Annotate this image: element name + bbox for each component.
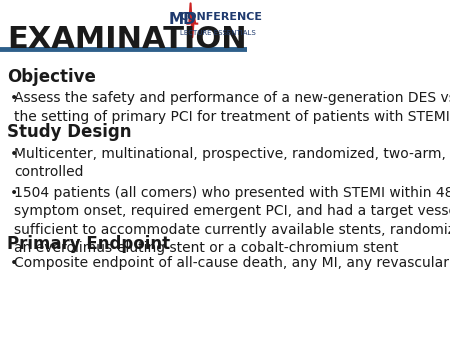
Text: CONFERENCE: CONFERENCE [180,12,263,22]
Text: Composite endpoint of all-cause death, any MI, any revascularization: Composite endpoint of all-cause death, a… [14,256,450,270]
Text: •: • [10,91,18,105]
Text: Assess the safety and performance of a new-generation DES vs. a BMS in
the setti: Assess the safety and performance of a n… [14,91,450,124]
Text: EXAMINATION: EXAMINATION [7,25,247,54]
Text: Study Design: Study Design [7,123,132,141]
Text: Objective: Objective [7,68,96,86]
Text: LECTURE ESSENTIALS: LECTURE ESSENTIALS [180,30,256,37]
Text: •: • [10,186,18,200]
Text: MD: MD [169,12,197,27]
Text: •: • [10,147,18,161]
Text: 1504 patients (all comers) who presented with STEMI within 48 hours of
symptom o: 1504 patients (all comers) who presented… [14,186,450,255]
Text: Primary Endpoint: Primary Endpoint [7,235,171,253]
Text: •: • [10,256,18,270]
Text: Multicenter, multinational, prospective, randomized, two-arm, single-blind,
cont: Multicenter, multinational, prospective,… [14,147,450,179]
